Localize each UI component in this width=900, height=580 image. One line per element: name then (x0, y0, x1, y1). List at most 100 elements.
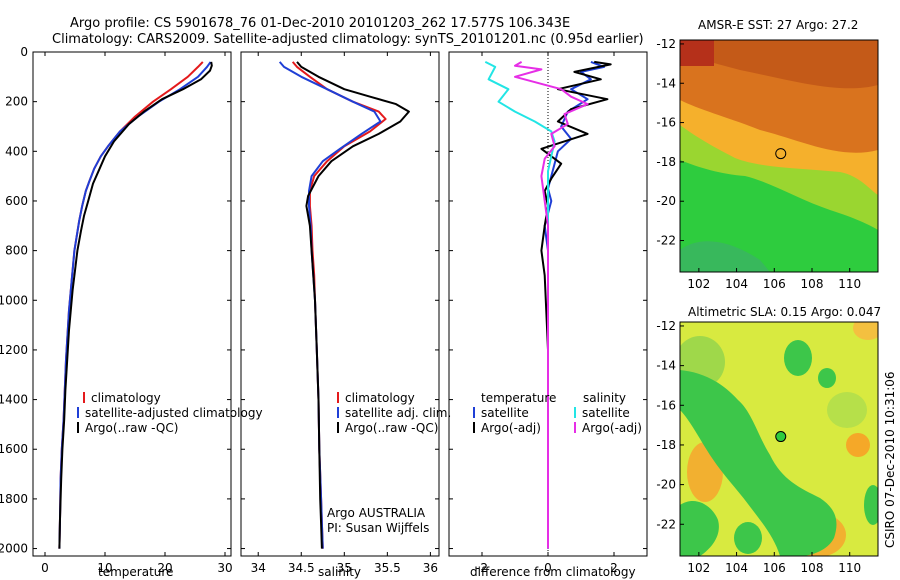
depth-axis: 0 200 400 600 800 1000 1200 1400 1600 1800 2000 (0, 45, 647, 556)
x-tick-label: 35 (337, 561, 352, 575)
series-line-climatology (291, 61, 387, 549)
salinity-axes-frame (240, 51, 440, 557)
map-y-tick-label: -12 (656, 319, 676, 333)
csiro-timestamp: CSIRO 07-Dec-2010 10:31:06 (883, 371, 897, 548)
map-x-tick-label: 108 (801, 561, 824, 575)
sla-blob (853, 322, 878, 340)
difference-x-axis: -2 0 2 (476, 52, 618, 575)
map-y-tick-label: -14 (656, 359, 676, 373)
sst-field (680, 40, 878, 272)
temperature-series (58, 61, 213, 549)
sst-warmest-band (680, 40, 878, 89)
map-x-tick-label: 102 (687, 277, 710, 291)
salinity-panel: 34 34.5 35 35.5 36 salinity climatology sate… (240, 51, 451, 579)
salinity-series (278, 61, 410, 549)
sla-blob (846, 433, 870, 457)
temperature-x-axis: 0 10 20 30 (41, 52, 233, 575)
difference-series (484, 60, 612, 549)
title-line-2: Climatology: CARS2009. Satellite-adjuste… (52, 32, 644, 47)
x-tick-label: 36 (423, 561, 438, 575)
salinity-xlabel: salinity (318, 565, 361, 579)
depth-tick-label: 0 (20, 45, 28, 59)
x-tick-label: 0 (544, 561, 552, 575)
legend-label: Argo(..raw -QC) (345, 421, 438, 435)
title-line-1: Argo profile: CS 5901678_76 01-Dec-2010 … (70, 16, 570, 31)
legend-label: climatology (91, 391, 161, 405)
series-line-climatology (58, 61, 204, 549)
series-line-salinity-satellite (484, 61, 556, 549)
depth-tick-label: 200 (5, 95, 28, 109)
sst-map-title: AMSR-E SST: 27 Argo: 27.2 (698, 18, 858, 32)
legend-label: satellite adj. clim. (345, 406, 451, 420)
sla-blob (734, 522, 762, 554)
depth-tick-label: 1400 (0, 393, 28, 407)
map-y-tick-label: -22 (656, 234, 676, 248)
depth-tick-label: 600 (5, 194, 28, 208)
sla-map-title: Altimetric SLA: 0.15 Argo: 0.047 (688, 305, 881, 319)
depth-tick-label: 1000 (0, 293, 28, 307)
temperature-axes-frame (32, 51, 232, 557)
pi-label: PI: Susan Wijffels (327, 521, 429, 535)
sla-blob (784, 340, 812, 376)
x-tick-label: 30 (217, 561, 232, 575)
series-line-argo-raw-qc- (58, 61, 213, 549)
map-y-tick-label: -14 (656, 76, 676, 90)
legend-label: satellite (481, 406, 529, 420)
map-x-tick-label: 110 (838, 277, 861, 291)
depth-tick-label: 2000 (0, 542, 28, 556)
map-y-tick-label: -16 (656, 116, 676, 130)
sst-coolest-patch (680, 241, 770, 272)
salinity-x-axis: 34 34.5 35 35.5 36 (251, 52, 438, 575)
depth-tick-label: 400 (5, 144, 28, 158)
sst-map-axes: 102 104 106 108 110 -12 -14 -16 -18 -20 -22 (656, 37, 861, 291)
sla-map-panel: Altimetric SLA: 0.15 Argo: 0.047 102 104 1… (656, 305, 881, 575)
map-x-tick-label: 106 (763, 277, 786, 291)
map-x-tick-label: 110 (838, 561, 861, 575)
x-tick-label: 0 (41, 561, 49, 575)
x-tick-label: -2 (476, 561, 488, 575)
sla-field (680, 322, 878, 556)
depth-tick-label: 1800 (0, 492, 28, 506)
x-tick-label: 10 (97, 561, 112, 575)
depth-tick-label: 800 (5, 244, 28, 258)
legend-label: Argo(..raw -QC) (85, 421, 178, 435)
sst-map-frame (679, 39, 879, 273)
argo-program-label: Argo AUSTRALIA (327, 506, 426, 520)
difference-panel: -2 0 2 difference from climatology tempera… (448, 51, 648, 579)
map-x-tick-label: 102 (687, 561, 710, 575)
sst-map-panel: AMSR-E SST: 27 Argo: 27.2 102 104 106 108 11… (656, 18, 879, 291)
series-line-salinity-argo-adj- (514, 61, 589, 549)
depth-tick-label: 1200 (0, 343, 28, 357)
legend-label: Argo(-adj) (582, 421, 642, 435)
map-x-tick-label: 108 (801, 277, 824, 291)
sst-hot-spot (680, 40, 714, 66)
argo-position-marker (775, 148, 787, 160)
map-y-tick-label: -18 (656, 438, 676, 452)
sla-blob (680, 500, 719, 556)
sla-negative-band (680, 370, 837, 556)
salinity-legend: climatology satellite adj. clim. Argo(..… (337, 391, 451, 435)
map-y-tick-label: -16 (656, 398, 676, 412)
legend-label: climatology (345, 391, 415, 405)
x-tick-label: 34 (251, 561, 266, 575)
map-y-tick-label: -22 (656, 517, 676, 531)
sla-blob (827, 392, 867, 428)
map-x-tick-label: 104 (725, 561, 748, 575)
series-line-argo-raw-qc- (296, 61, 410, 549)
x-tick-label: 35.5 (374, 561, 401, 575)
legend-title-temperature: temperature (481, 391, 556, 405)
sst-cool-band (680, 160, 878, 272)
map-y-tick-label: -18 (656, 155, 676, 169)
argo-position-marker (775, 431, 787, 443)
x-tick-label: 20 (157, 561, 172, 575)
sla-map-axes: 102 104 106 108 110 -12 -14 -16 -18 -20 -22 (656, 319, 861, 575)
legend-label: Argo(-adj) (481, 421, 541, 435)
map-y-tick-label: -12 (656, 37, 676, 51)
x-tick-label: 2 (610, 561, 618, 575)
map-x-tick-label: 104 (725, 277, 748, 291)
sla-blob (818, 368, 836, 388)
temperature-legend: climatology satellite-adjusted climatolo… (77, 391, 263, 435)
series-line-satellite-adjusted-climatology (58, 61, 212, 549)
